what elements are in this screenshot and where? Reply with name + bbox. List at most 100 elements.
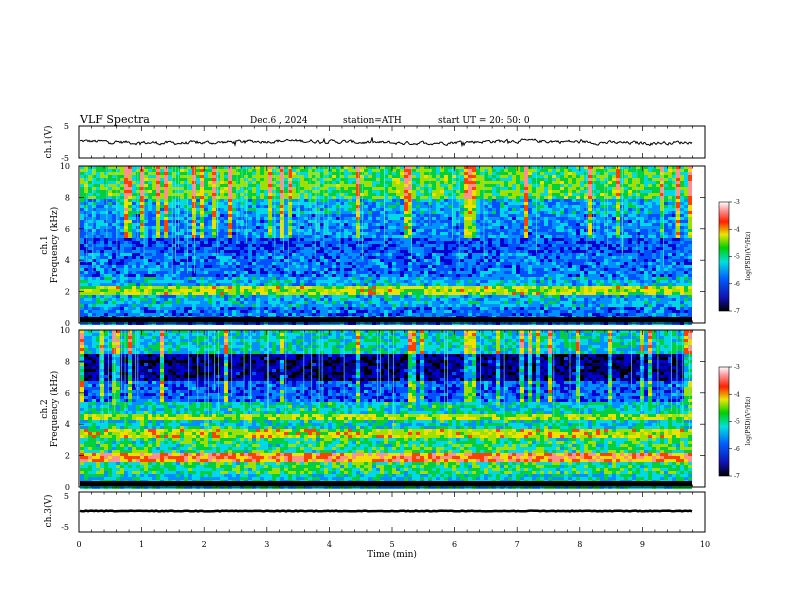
spectrogram-cell: [248, 265, 252, 268]
spectrogram-cell: [112, 268, 116, 271]
spectrogram-cell: [228, 283, 232, 286]
spectrogram-cell: [132, 295, 136, 298]
spectrogram-cell: [148, 199, 152, 202]
spectrogram-cell: [132, 193, 136, 196]
spectrogram-cell: [148, 259, 152, 262]
spectrogram-cell: [252, 223, 256, 226]
spectrogram-cell: [208, 259, 212, 262]
spectrogram-cell: [272, 202, 276, 205]
spectrogram-cell: [148, 271, 152, 274]
spectrogram-cell: [180, 169, 184, 172]
spectrogram-cell: [188, 283, 192, 286]
spectrogram-cell: [228, 235, 232, 238]
spectrogram-cell: [188, 187, 192, 190]
spectrogram-cell: [252, 271, 256, 274]
spectrogram-cell: [144, 181, 148, 184]
spectrogram-cell: [240, 280, 244, 283]
spectrogram-cell: [180, 214, 184, 217]
spectrogram-cell: [220, 214, 224, 217]
spectrogram-cell: [148, 172, 152, 175]
spectrogram-cell: [244, 259, 248, 262]
spectrogram-cell: [236, 277, 240, 280]
spectrogram-cell: [196, 205, 200, 208]
spectrogram-cell: [168, 313, 172, 316]
spectrogram-cell: [112, 310, 116, 313]
spectrogram-cell: [128, 193, 132, 196]
spectrogram-cell: [208, 229, 212, 232]
spectrogram-cell: [224, 184, 228, 187]
spectrogram-cell: [136, 274, 140, 277]
spectrogram-cell: [160, 184, 164, 187]
spectrogram-cell: [88, 283, 92, 286]
spectrogram-cell: [212, 250, 216, 253]
spectrogram-cell: [152, 262, 156, 265]
spectrogram-cell: [156, 301, 160, 304]
spectrogram-cell: [104, 205, 108, 208]
spectrogram-cell: [156, 304, 160, 307]
spectrogram-cell: [212, 298, 216, 301]
spectrogram-cell: [212, 199, 216, 202]
spectrogram-cell: [224, 241, 228, 244]
spectrogram-cell: [80, 262, 84, 265]
spectrogram-cell: [192, 184, 196, 187]
spectrogram-cell: [200, 292, 204, 295]
spectrogram-cell: [180, 304, 184, 307]
spectrogram-cell: [124, 208, 128, 211]
spectrogram-cell: [264, 307, 268, 310]
spectrogram-cell: [152, 214, 156, 217]
spectrogram-cell: [248, 175, 252, 178]
spectrogram-cell: [232, 172, 236, 175]
spectrogram-cell: [204, 211, 208, 214]
spectrogram-cell: [128, 211, 132, 214]
spectrogram-cell: [108, 196, 112, 199]
spectrogram-cell: [108, 268, 112, 271]
spectrogram-cell: [80, 304, 84, 307]
spectrogram-cell: [216, 271, 220, 274]
spectrogram-cell: [164, 253, 168, 256]
spectrogram-cell: [108, 298, 112, 301]
spectrogram-cell: [80, 313, 84, 316]
spectrogram-cell: [112, 217, 116, 220]
spectrogram-cell: [144, 301, 148, 304]
spectrogram-cell: [232, 304, 236, 307]
spectrogram-cell: [160, 223, 164, 226]
spectrogram-cell: [156, 175, 160, 178]
spectrogram-cell: [160, 280, 164, 283]
spectrogram-cell: [264, 295, 268, 298]
spectrogram-cell: [180, 220, 184, 223]
spectrogram-cell: [264, 292, 268, 295]
spectrogram-cell: [276, 175, 280, 178]
spectrogram-cell: [140, 259, 144, 262]
spectrogram-cell: [128, 283, 132, 286]
spectrogram-cell: [88, 181, 92, 184]
spectrogram-cell: [252, 268, 256, 271]
spectrogram-cell: [108, 244, 112, 247]
spectrogram-cell: [108, 301, 112, 304]
spectrogram-cell: [256, 178, 260, 181]
spectrogram-cell: [204, 205, 208, 208]
spectrogram-cell: [108, 271, 112, 274]
spectrogram-cell: [248, 277, 252, 280]
spectrogram-cell: [124, 190, 128, 193]
spectrogram-cell: [192, 283, 196, 286]
spectrogram-cell: [112, 214, 116, 217]
spectrogram-cell: [188, 268, 192, 271]
spectrogram-cell: [124, 226, 128, 229]
spectrogram-cell: [248, 247, 252, 250]
spectrogram-cell: [196, 259, 200, 262]
spectrogram-cell: [228, 229, 232, 232]
spectrogram-cell: [148, 193, 152, 196]
spectrogram-cell: [256, 223, 260, 226]
spectrogram-cell: [156, 208, 160, 211]
spectrogram-cell: [96, 289, 100, 292]
spectrogram-cell: [232, 208, 236, 211]
spectrogram-cell: [236, 196, 240, 199]
spectrogram-cell: [156, 289, 160, 292]
spectrogram-cell: [268, 172, 272, 175]
spectrogram-cell: [160, 277, 164, 280]
spectrogram-cell: [248, 178, 252, 181]
spectrogram-cell: [124, 265, 128, 268]
spectrogram-cell: [80, 301, 84, 304]
spectrogram-cell: [80, 235, 84, 238]
spectrogram-cell: [88, 262, 92, 265]
